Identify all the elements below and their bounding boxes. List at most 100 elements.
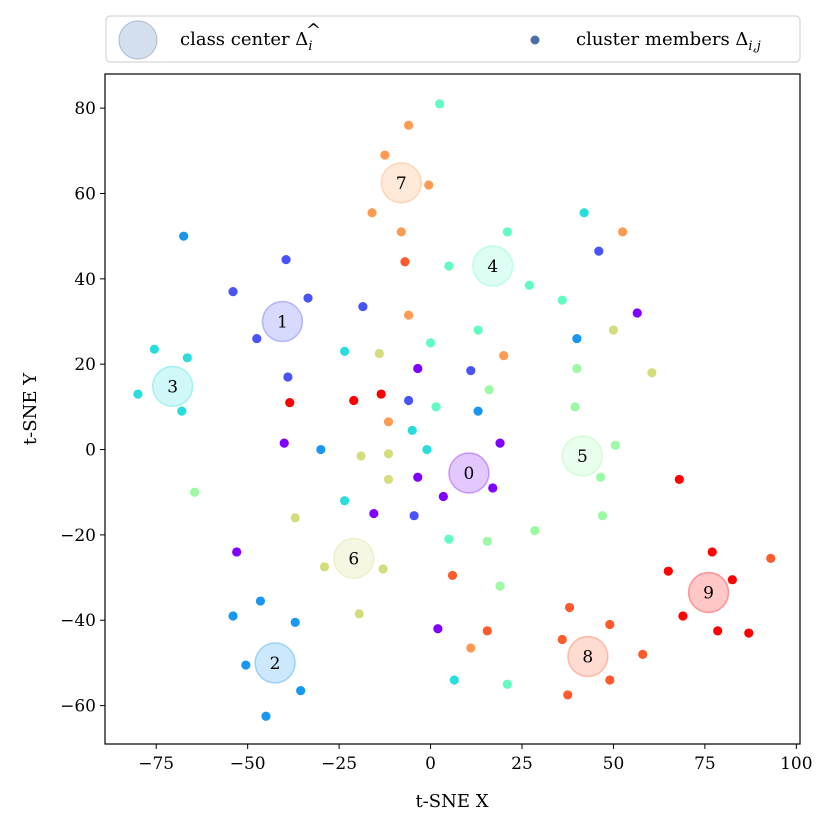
cluster-member-point (409, 511, 419, 521)
legend-class-center-hat: ^ (306, 20, 321, 41)
cluster-member-point (279, 438, 289, 448)
legend: class center Δi ^ cluster members Δi,j (105, 15, 801, 63)
cluster-member-point (435, 99, 445, 109)
class-center-marker (380, 162, 423, 204)
cluster-member-point (396, 227, 406, 237)
cluster-member-point (261, 711, 271, 721)
cluster-member-point (400, 257, 410, 267)
cluster-member-point (502, 679, 512, 689)
cluster-member-point (133, 389, 143, 399)
cluster-member-point (579, 208, 589, 218)
cluster-member-point (424, 180, 434, 190)
cluster-member-point (422, 444, 432, 455)
class-center-marker (151, 365, 194, 408)
y-tick-label: −20 (60, 526, 96, 546)
cluster-member-point (484, 385, 494, 395)
cluster-member-point (663, 566, 673, 576)
cluster-member-point (647, 368, 657, 378)
class-center-label: 2 (270, 654, 281, 674)
class-center-marker (567, 635, 609, 678)
cluster-member-point (674, 474, 684, 485)
class-center-marker (254, 642, 296, 684)
cluster-member-point (232, 547, 242, 557)
cluster-member-point (570, 402, 580, 412)
cluster-member-point (449, 675, 459, 685)
class-center-label: 6 (348, 549, 359, 569)
legend-class-center-marker (118, 20, 158, 60)
cluster-member-point (466, 365, 476, 376)
cluster-member-point (367, 208, 377, 218)
cluster-member-point (564, 602, 575, 613)
x-axis-label: t-SNE X (415, 791, 488, 812)
cluster-member-point (383, 449, 394, 459)
cluster-member-point (524, 280, 534, 290)
cluster-member-point (433, 624, 443, 634)
legend-class-center-label: class center Δi (180, 29, 312, 54)
legend-cluster-members-subscript: i,j (748, 39, 760, 54)
cluster-member-point (354, 609, 364, 619)
legend-frame (105, 15, 801, 63)
cluster-member-point (572, 333, 582, 344)
y-axis-label: t-SNE Y (20, 372, 41, 445)
cluster-member-point (473, 325, 483, 335)
class-center-label: 1 (277, 313, 288, 333)
class-center-marker (261, 300, 304, 343)
class-centers: 0 1 2 3 4 5 6 7 8 9 (151, 162, 730, 684)
class-center-marker (561, 435, 604, 477)
cluster-member-point (241, 660, 251, 670)
cluster-member-point (303, 293, 313, 303)
y-tick-label: −40 (60, 611, 96, 631)
cluster-member-point (356, 451, 366, 461)
cluster-member-point (499, 351, 509, 361)
class-center-label: 5 (577, 447, 588, 467)
cluster-member-point (594, 246, 604, 256)
cluster-member-point (319, 562, 330, 572)
cluster-member-point (290, 513, 300, 523)
class-center-marker (448, 452, 490, 494)
cluster-members (133, 99, 776, 721)
cluster-member-point (466, 643, 476, 653)
cluster-member-point (482, 536, 492, 546)
cluster-member-point (369, 508, 379, 519)
y-tick-label: 0 (85, 441, 96, 461)
class-center-marker (687, 571, 730, 614)
cluster-member-point (316, 444, 326, 455)
plot-area (104, 73, 801, 745)
cluster-member-point (290, 617, 300, 627)
cluster-member-point (597, 511, 608, 521)
y-tick-label: −60 (60, 697, 96, 717)
x-tick-label: 25 (511, 754, 533, 774)
cluster-member-point (707, 547, 717, 557)
y-tick-label: 60 (74, 184, 96, 204)
cluster-member-point (349, 395, 359, 406)
cluster-member-point (283, 372, 293, 382)
class-center-label: 0 (464, 464, 475, 484)
x-tick-label: −50 (230, 754, 266, 774)
cluster-member-point (530, 526, 540, 536)
cluster-member-point (177, 406, 187, 416)
cluster-member-point (374, 348, 384, 359)
cluster-member-point (431, 402, 441, 412)
cluster-member-point (281, 255, 291, 265)
cluster-member-point (572, 363, 582, 374)
x-tick-label: −75 (138, 754, 174, 774)
cluster-member-point (179, 231, 189, 241)
cluster-member-point (404, 310, 414, 320)
y-tick-label: 20 (74, 355, 96, 375)
cluster-member-point (766, 553, 776, 563)
cluster-member-point (358, 301, 368, 312)
cluster-member-point (596, 472, 606, 482)
x-tick-label: 0 (425, 754, 436, 774)
cluster-member-point (149, 344, 159, 354)
cluster-member-point (495, 438, 505, 448)
cluster-member-point (605, 675, 615, 685)
cluster-member-point (557, 634, 567, 645)
class-center-label: 8 (582, 648, 593, 668)
cluster-member-point (378, 564, 388, 574)
cluster-member-point (605, 619, 615, 630)
cluster-member-point (473, 406, 483, 416)
cluster-member-point (447, 570, 458, 581)
class-center-label: 4 (487, 257, 498, 277)
cluster-member-point (678, 611, 688, 621)
